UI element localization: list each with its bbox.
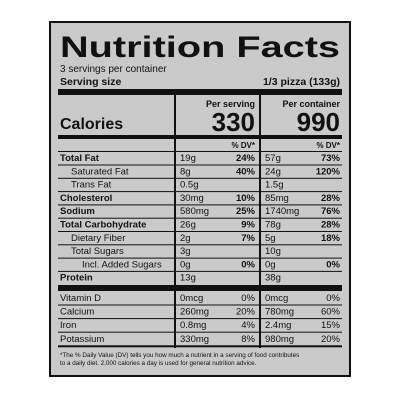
daily-value: 7% bbox=[241, 233, 255, 244]
thin-rule bbox=[58, 244, 342, 246]
amount: 980mg bbox=[265, 334, 294, 345]
nutrient-name: Total Fat bbox=[60, 153, 100, 164]
amount: 260mg bbox=[180, 307, 209, 318]
daily-value: 40% bbox=[236, 166, 256, 177]
thick-rule bbox=[58, 285, 342, 291]
thin-rule bbox=[58, 331, 342, 333]
amount: 57g bbox=[265, 153, 281, 164]
daily-value: 4% bbox=[241, 320, 255, 331]
thin-rule bbox=[58, 270, 342, 272]
amount: 10g bbox=[265, 246, 281, 257]
thin-rule bbox=[58, 231, 342, 232]
amount: 3g bbox=[180, 246, 191, 257]
thin-rule bbox=[58, 191, 342, 193]
nutrient-name: Incl. Added Sugars bbox=[82, 259, 162, 270]
amount: 0.8mg bbox=[180, 320, 206, 331]
daily-value: 24% bbox=[236, 153, 256, 164]
amount: 5g bbox=[265, 233, 276, 244]
nutrient-name: Calcium bbox=[60, 307, 94, 318]
daily-value: 20% bbox=[321, 334, 341, 345]
daily-value: 0% bbox=[241, 259, 255, 270]
servings: 3 servings per container bbox=[60, 64, 167, 75]
column-header: Per container bbox=[282, 99, 340, 109]
amount: 19g bbox=[180, 153, 196, 164]
daily-value: 18% bbox=[321, 233, 341, 244]
daily-value: 28% bbox=[321, 220, 341, 231]
amount: 85mg bbox=[265, 193, 289, 204]
column-header: Per serving bbox=[206, 99, 255, 109]
nutrient-name: Vitamin D bbox=[60, 293, 101, 304]
dv-header: % DV* bbox=[316, 141, 340, 150]
amount: 1740mg bbox=[265, 206, 299, 217]
amount: 1.5g bbox=[265, 180, 284, 191]
amount: 13g bbox=[180, 273, 196, 284]
amount: 0g bbox=[265, 259, 276, 270]
column-rule bbox=[259, 95, 261, 348]
daily-value: 76% bbox=[321, 206, 341, 217]
nutrient-name: Total Sugars bbox=[71, 246, 124, 257]
daily-value: 8% bbox=[241, 334, 255, 345]
nutrient-name: Sodium bbox=[60, 206, 95, 217]
nutrient-name: Saturated Fat bbox=[71, 166, 129, 177]
amount: 0mcg bbox=[265, 293, 288, 304]
amount: 0g bbox=[180, 259, 191, 270]
thin-rule bbox=[58, 151, 342, 152]
daily-value: 60% bbox=[321, 307, 341, 318]
footnote: to a daily diet. 2,000 calories a day is… bbox=[60, 360, 257, 367]
thin-rule bbox=[58, 204, 342, 206]
thin-rule bbox=[58, 318, 342, 320]
daily-value: 120% bbox=[316, 166, 341, 177]
amount: 0mcg bbox=[180, 293, 203, 304]
thin-rule bbox=[58, 304, 342, 306]
amount: 26g bbox=[180, 220, 196, 231]
thick-rule bbox=[58, 89, 342, 95]
nutrient-name: Cholesterol bbox=[60, 193, 112, 204]
serving-size-label: Serving size bbox=[60, 76, 121, 88]
nutrient-name: Potassium bbox=[60, 334, 104, 345]
title: Nutrition Facts bbox=[60, 31, 340, 64]
nutrient-name: Iron bbox=[60, 320, 76, 331]
daily-value: 73% bbox=[321, 153, 341, 164]
amount: 2.4mg bbox=[265, 320, 291, 331]
thin-rule bbox=[58, 257, 342, 259]
daily-value: 0% bbox=[241, 293, 255, 304]
label-box bbox=[49, 21, 351, 377]
footnote: *The % Daily Value (DV) tells you how mu… bbox=[60, 352, 299, 359]
daily-value: 0% bbox=[326, 259, 340, 270]
thin-rule bbox=[58, 177, 342, 179]
dv-header: % DV* bbox=[231, 141, 255, 150]
calories-value: 990 bbox=[297, 107, 340, 137]
daily-value: 25% bbox=[236, 206, 256, 217]
thin-rule bbox=[58, 217, 342, 219]
nutrient-name: Protein bbox=[60, 273, 93, 284]
medium-rule bbox=[58, 135, 342, 139]
daily-value: 28% bbox=[321, 193, 341, 204]
amount: 580mg bbox=[180, 206, 209, 217]
calories-value: 330 bbox=[212, 107, 255, 137]
calories-label: Calories bbox=[60, 116, 123, 133]
nutrient-name: Total Carbohydrate bbox=[60, 220, 146, 231]
daily-value: 0% bbox=[326, 293, 340, 304]
amount: 8g bbox=[180, 166, 191, 177]
amount: 30mg bbox=[180, 193, 204, 204]
amount: 330mg bbox=[180, 334, 209, 345]
amount: 0.5g bbox=[180, 180, 199, 191]
daily-value: 10% bbox=[236, 193, 256, 204]
nutrient-name: Dietary Fiber bbox=[71, 233, 125, 244]
amount: 24g bbox=[265, 166, 281, 177]
amount: 38g bbox=[265, 273, 281, 284]
thin-rule bbox=[58, 345, 342, 348]
amount: 780mg bbox=[265, 307, 294, 318]
daily-value: 20% bbox=[236, 307, 256, 318]
amount: 2g bbox=[180, 233, 191, 244]
daily-value: 9% bbox=[241, 220, 255, 231]
nutrient-name: Trans Fat bbox=[71, 180, 112, 191]
serving-size: 1/3 pizza (133g) bbox=[263, 76, 340, 88]
column-rule bbox=[174, 95, 176, 348]
thin-rule bbox=[58, 164, 342, 166]
daily-value: 15% bbox=[321, 320, 341, 331]
amount: 78g bbox=[265, 220, 281, 231]
